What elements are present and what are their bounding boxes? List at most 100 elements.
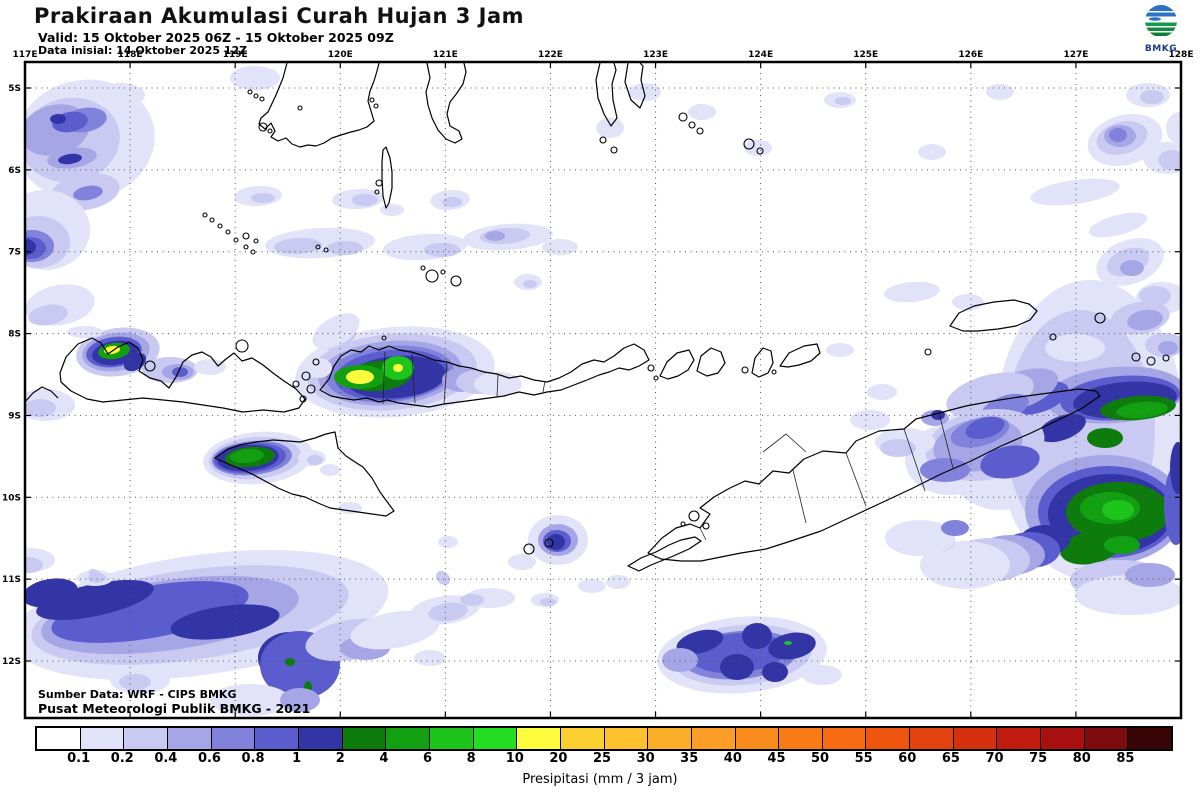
islet xyxy=(323,247,329,253)
coastline xyxy=(59,337,306,413)
precip-blob xyxy=(485,231,505,241)
islet xyxy=(741,366,749,374)
precip-blob xyxy=(119,674,151,690)
colorbar-cell xyxy=(648,728,692,749)
admin-border xyxy=(542,380,546,393)
colorbar-tick-label: 30 xyxy=(636,751,655,766)
lon-axis-label: 122E xyxy=(538,50,563,60)
islet xyxy=(771,369,777,375)
colorbar-tick-label: 6 xyxy=(423,751,433,766)
precip-blob xyxy=(918,144,946,160)
islet xyxy=(599,136,607,144)
precip-blob xyxy=(762,662,788,682)
colorbar-cell xyxy=(298,728,343,749)
islet xyxy=(688,121,696,129)
precip-layer xyxy=(25,66,1181,716)
precip-blob xyxy=(25,557,43,573)
precip-blob xyxy=(380,204,404,216)
precip-blob xyxy=(508,554,536,570)
islet xyxy=(315,244,321,250)
islet xyxy=(647,364,655,372)
axis-label-layer: 117E 118E 119E 120E 121E 122E 123E 124E 125E 126E… xyxy=(2,50,1193,667)
islet xyxy=(688,510,700,522)
lon-axis-label: 126E xyxy=(958,50,983,60)
colorbar-labels: 0.1 0.2 0.4 0.6 0.8 1 2 4 6 8 10 20 25 30 35 40 45 50 55 60… xyxy=(0,751,1200,769)
colorbar-tick-label: 1 xyxy=(292,751,302,766)
lon-axis-label: 123E xyxy=(643,50,668,60)
islet xyxy=(523,543,535,555)
islet xyxy=(756,147,764,155)
islet xyxy=(1146,356,1156,366)
islet xyxy=(250,249,256,255)
precip-blob xyxy=(676,629,724,655)
bmkg-logo: BMKG xyxy=(1138,2,1184,54)
islet xyxy=(1094,312,1106,324)
islet xyxy=(209,217,215,223)
islet xyxy=(374,189,380,195)
precip-blob xyxy=(980,445,1040,479)
precip-blob xyxy=(210,684,290,716)
colorbar-tick-label: 8 xyxy=(466,751,476,766)
precip-blob xyxy=(428,602,468,622)
colorbar-tick-label: 60 xyxy=(898,751,917,766)
precip-blob xyxy=(1102,500,1134,520)
colorbar-tick-label: 35 xyxy=(680,751,699,766)
islet xyxy=(450,275,462,287)
islet xyxy=(233,237,239,243)
precip-blob xyxy=(50,114,66,124)
islet xyxy=(306,384,316,394)
precip-blob xyxy=(867,384,897,400)
colorbar-cell xyxy=(691,728,736,749)
colorbar-tick-label: 20 xyxy=(549,751,568,766)
islet xyxy=(702,522,710,530)
colorbar-cell xyxy=(473,728,518,749)
precip-blob xyxy=(596,118,624,138)
islet xyxy=(1049,333,1057,341)
admin-border xyxy=(443,361,448,405)
admin-border xyxy=(938,412,954,469)
colorbar-tick-label: 0.6 xyxy=(197,751,221,766)
colorbar-tick-label: 0.4 xyxy=(154,751,178,766)
islet xyxy=(743,138,755,150)
coastline xyxy=(751,347,774,378)
precip-blob xyxy=(1158,150,1181,170)
islet xyxy=(202,212,208,218)
colorbar-cell xyxy=(37,728,81,749)
coastline xyxy=(949,299,1038,332)
map-frame xyxy=(23,60,1183,720)
islet xyxy=(259,96,265,102)
lat-axis-label: 11S xyxy=(2,575,21,585)
precip-blob xyxy=(523,280,537,288)
islet xyxy=(217,223,223,229)
precip-blob xyxy=(285,658,295,666)
precip-blob xyxy=(438,536,458,548)
lon-axis-label: 120E xyxy=(328,50,353,60)
lat-axis-label: 6S xyxy=(8,166,21,176)
precip-blob xyxy=(920,541,1010,589)
precip-blob xyxy=(25,399,56,417)
precip-blob xyxy=(36,579,154,621)
colorbar-cell xyxy=(866,728,911,749)
precip-blob xyxy=(304,358,332,378)
admin-border xyxy=(496,374,499,398)
precip-blob xyxy=(802,665,842,685)
colorbar-cell xyxy=(735,728,780,749)
colorbar-tick-label: 55 xyxy=(854,751,873,766)
precip-blob xyxy=(629,83,661,101)
lon-axis-label: 128E xyxy=(1169,50,1194,60)
precip-blob xyxy=(327,241,363,255)
islet xyxy=(242,232,250,240)
precip-blob xyxy=(1170,442,1181,494)
source-org-line: Pusat Meteorologi Publik BMKG - 2021 xyxy=(38,701,311,716)
precip-blob xyxy=(1109,128,1127,142)
colorbar-tick-label: 10 xyxy=(505,751,524,766)
precip-blob xyxy=(170,604,280,640)
islet xyxy=(312,358,320,366)
colorbar-cell xyxy=(910,728,954,749)
lat-axis-label: 7S xyxy=(8,248,21,258)
precip-blob xyxy=(58,153,82,165)
islet xyxy=(243,244,249,250)
precip-blob xyxy=(194,359,226,375)
precip-blob xyxy=(51,581,249,643)
colorbar-cell xyxy=(1128,728,1172,749)
